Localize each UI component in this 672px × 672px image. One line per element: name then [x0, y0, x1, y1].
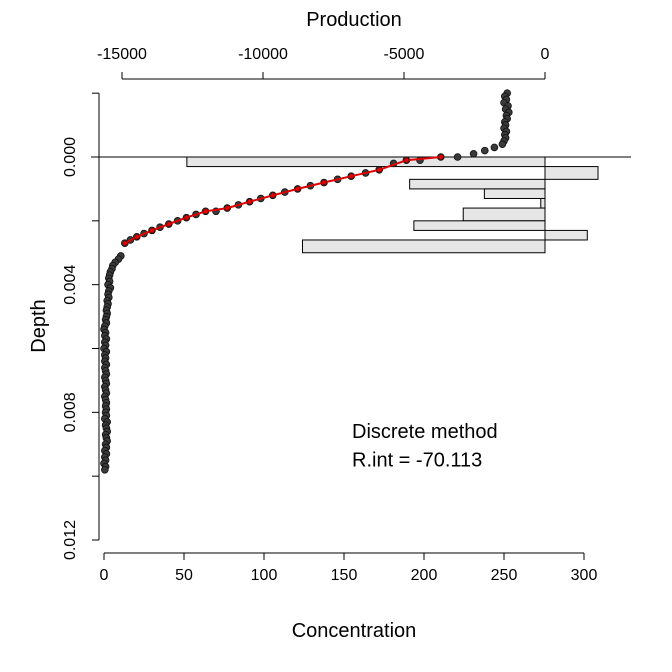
- fit-point-0: [438, 154, 444, 160]
- x-tick-label-4: 200: [411, 567, 438, 584]
- y-tick-label-5: 0.008: [62, 392, 79, 432]
- concentration-point-20: [453, 153, 462, 161]
- fit-point-13: [134, 234, 140, 240]
- fit-point-5: [294, 186, 301, 192]
- r-int-annotation: R.int = -70.113: [352, 450, 482, 472]
- fit-point-12: [149, 227, 155, 234]
- fit-point-2: [376, 167, 382, 173]
- fit-point-8: [224, 205, 230, 211]
- production-bar-6: [413, 220, 546, 231]
- x-tick-label-0: 0: [100, 567, 109, 584]
- concentration-point-117: [101, 465, 109, 474]
- fit-point-9: [202, 208, 209, 214]
- production-bar-8: [301, 239, 546, 254]
- y-axis-title: Depth: [28, 299, 50, 352]
- production-bar-0: [186, 156, 546, 168]
- production-bars: [186, 156, 599, 254]
- fit-point-3: [348, 173, 354, 179]
- production-bar-1: [544, 166, 599, 180]
- axes: 0 50 100 150 200 250 300 0.000 0.004 0.008 0.012 -1…: [62, 46, 597, 584]
- method-annotation: Discrete method: [352, 421, 498, 443]
- y-tick-label-7: 0.012: [62, 520, 79, 560]
- x-tick-label-6: 300: [571, 567, 598, 584]
- x-tick-label-1: 50: [175, 567, 193, 584]
- production-bar-4: [540, 197, 546, 209]
- x-axis-title: Concentration: [292, 620, 417, 642]
- x-tick-label-5: 250: [491, 567, 518, 584]
- top-tick-label-0: -15000: [97, 46, 147, 63]
- production-bar-3: [483, 188, 546, 199]
- fit-point-4: [321, 179, 327, 186]
- top-axis-title: Production: [306, 9, 402, 31]
- fit-point-6: [270, 192, 276, 198]
- fit-point-7: [246, 199, 253, 205]
- fit-point-14: [122, 240, 128, 246]
- concentration-point-18: [480, 146, 489, 155]
- y-tick-label-1: 0.000: [62, 137, 79, 177]
- y-tick-label-3: 0.004: [62, 265, 79, 305]
- x-tick-label-3: 150: [331, 567, 358, 584]
- top-tick-label-2: -5000: [384, 46, 425, 63]
- data-series: [100, 89, 513, 474]
- top-tick-label-1: -10000: [238, 46, 288, 63]
- top-tick-label-3: 0: [541, 46, 550, 63]
- fit-point-1: [403, 157, 410, 163]
- fit-line: [124, 156, 441, 245]
- production-bar-7: [544, 229, 588, 241]
- concentration-point-19: [469, 150, 478, 158]
- production-bar-2: [409, 178, 546, 190]
- fit-point-10: [183, 214, 190, 221]
- fit-point-11: [166, 221, 172, 227]
- concentration-point-17: [490, 143, 499, 152]
- production-bar-5: [462, 207, 546, 222]
- concentration-point-16: [498, 140, 507, 149]
- x-tick-label-2: 100: [251, 567, 278, 584]
